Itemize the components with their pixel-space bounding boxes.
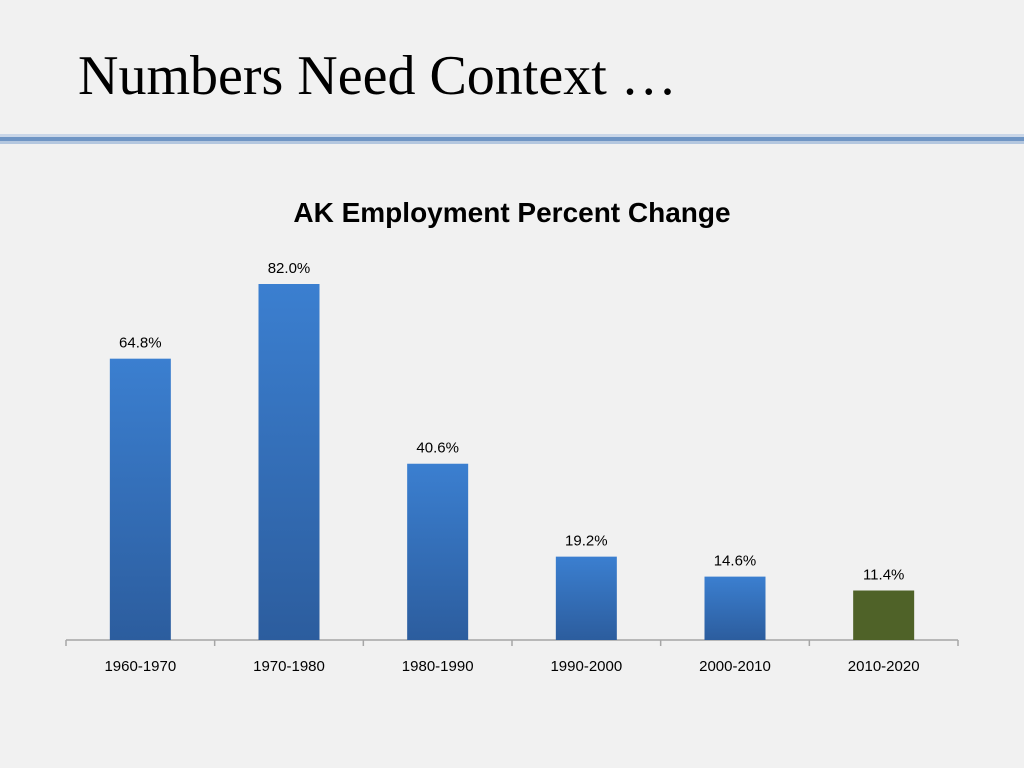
bar-1980-1990 xyxy=(407,463,469,640)
data-label: 64.8% xyxy=(119,335,162,352)
data-label: 11.4% xyxy=(863,567,904,584)
chart-container: AK Employment Percent Change 64.8% 1960-1… xyxy=(0,180,1024,700)
bar-1970-1980 xyxy=(258,284,320,640)
bar-1960-1970 xyxy=(109,358,171,640)
slide-title: Numbers Need Context … xyxy=(78,45,677,107)
bar-2010-2020 xyxy=(853,590,915,640)
bar-2000-2010 xyxy=(704,576,766,640)
plot-area: 64.8% 1960-1970 82.0% 1970-1980 40.6% 1980-19… xyxy=(65,260,959,675)
chart-title: AK Employment Percent Change xyxy=(293,197,730,228)
data-label: 82.0% xyxy=(268,260,311,277)
data-label: 14.6% xyxy=(714,553,757,570)
x-tick-label: 1960-1970 xyxy=(104,658,176,675)
x-tick-label: 2000-2010 xyxy=(699,658,771,675)
x-tick-label: 1990-2000 xyxy=(550,658,622,675)
data-label: 40.6% xyxy=(416,440,459,457)
x-tick-label: 1980-1990 xyxy=(402,658,474,675)
bar-chart: AK Employment Percent Change 64.8% 1960-1… xyxy=(65,197,959,675)
data-label: 19.2% xyxy=(565,533,608,550)
x-tick-label: 1970-1980 xyxy=(253,658,325,675)
title-divider xyxy=(0,134,1024,146)
x-tick-label: 2010-2020 xyxy=(848,658,920,675)
bar-1990-2000 xyxy=(555,556,617,640)
